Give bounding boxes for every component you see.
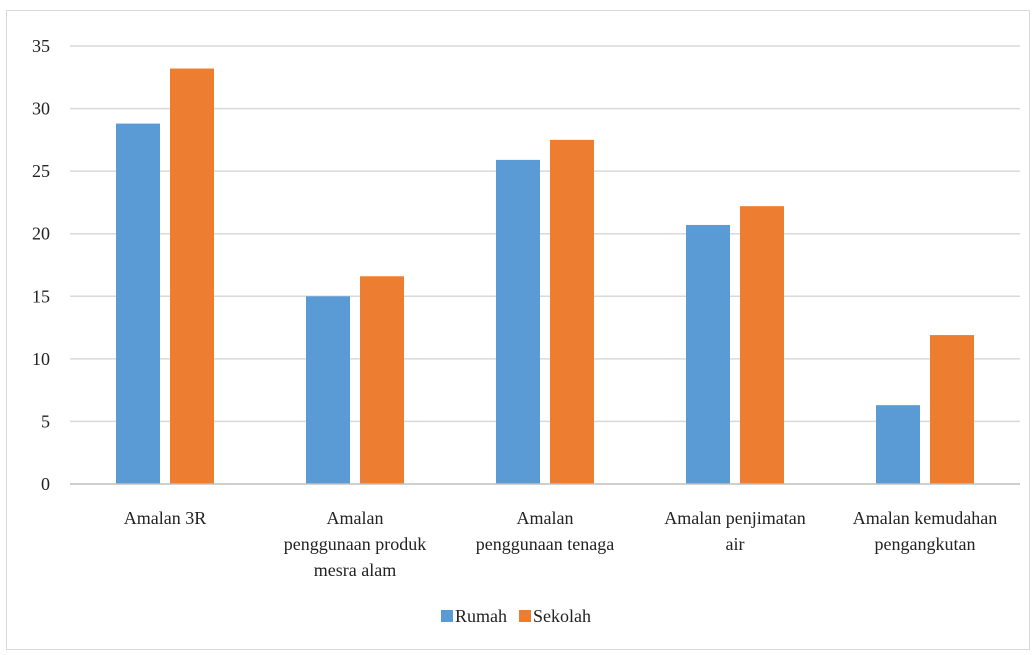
x-tick-label: air <box>726 534 745 554</box>
x-tick-label: Amalan 3R <box>124 508 207 528</box>
bar-sekolah-1 <box>360 276 404 484</box>
x-tick-label: Amalan kemudahan <box>853 508 997 528</box>
bar-sekolah-0 <box>170 69 214 484</box>
x-tick-label: pengangkutan <box>875 534 976 554</box>
y-tick-label: 30 <box>32 99 50 119</box>
x-tick-label: mesra alam <box>314 560 396 580</box>
y-tick-label: 0 <box>41 474 50 494</box>
y-tick-label: 20 <box>32 224 50 244</box>
legend-label-rumah: Rumah <box>455 606 507 626</box>
bar-rumah-2 <box>496 160 540 484</box>
bar-sekolah-2 <box>550 140 594 484</box>
x-tick-label: Amalan <box>517 508 574 528</box>
x-tick-label: penggunaan produk <box>284 534 426 554</box>
x-tick-label: penggunaan tenaga <box>476 534 614 554</box>
bar-rumah-4 <box>876 405 920 484</box>
bar-rumah-3 <box>686 225 730 484</box>
legend: Rumah Sekolah <box>441 606 591 626</box>
y-tick-label: 15 <box>32 286 50 306</box>
y-tick-label: 10 <box>32 349 50 369</box>
x-tick-label: Amalan penjimatan <box>664 508 805 528</box>
bar-rumah-0 <box>116 124 160 484</box>
y-tick-label: 25 <box>32 161 50 181</box>
y-tick-label: 5 <box>41 411 50 431</box>
bar-sekolah-4 <box>930 335 974 484</box>
y-axis-ticks: 0 5 10 15 20 25 30 35 <box>32 36 50 494</box>
legend-label-sekolah: Sekolah <box>533 606 591 626</box>
bar-rumah-1 <box>306 296 350 484</box>
bar-sekolah-3 <box>740 206 784 484</box>
x-tick-label: Amalan <box>327 508 384 528</box>
legend-swatch-rumah <box>441 610 453 622</box>
y-tick-label: 35 <box>32 36 50 56</box>
category-labels: Amalan 3R Amalan penggunaan produk mesra al… <box>124 508 997 580</box>
legend-swatch-sekolah <box>519 610 531 622</box>
